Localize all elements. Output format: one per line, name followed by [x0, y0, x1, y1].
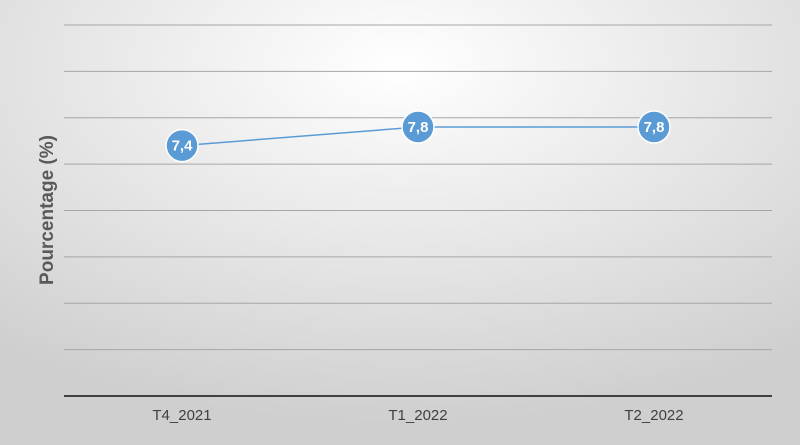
- data-label: 7,4: [172, 138, 194, 155]
- marker: [401, 110, 435, 144]
- y-axis-title: Pourcentage (%): [37, 135, 58, 285]
- x-tick-label: T4_2021: [152, 407, 211, 424]
- marker: [637, 110, 671, 144]
- data-label: 7,8: [408, 119, 429, 136]
- x-tick-label: T1_2022: [388, 407, 447, 424]
- marker: [165, 128, 199, 163]
- data-label: 7,8: [644, 119, 665, 136]
- x-tick-label: T2_2022: [624, 407, 683, 424]
